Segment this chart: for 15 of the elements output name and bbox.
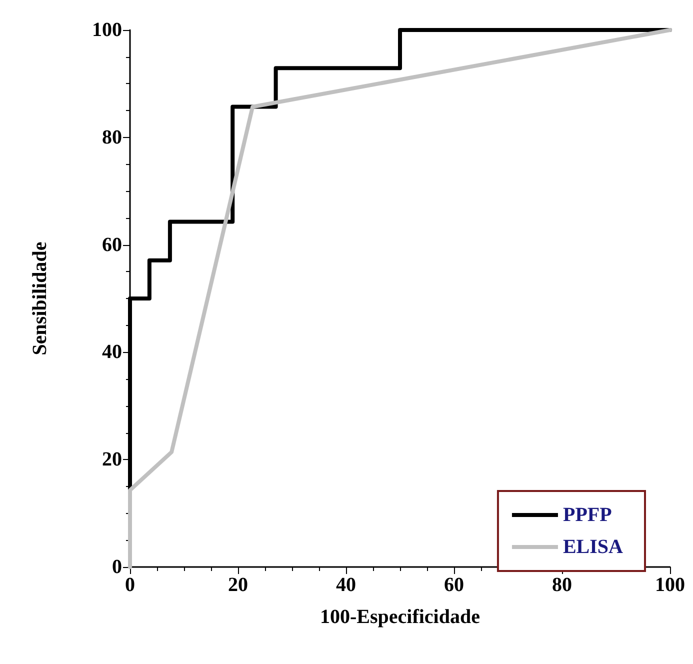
y-tick-label: 80 xyxy=(102,126,122,148)
y-tick-label: 60 xyxy=(102,234,122,256)
legend-label: PPFP xyxy=(562,504,612,526)
x-axis-title: 100-Especificidade xyxy=(320,606,480,628)
y-tick-label: 40 xyxy=(102,341,122,364)
x-tick-label: 20 xyxy=(228,574,248,596)
y-tick-label: 100 xyxy=(92,19,122,41)
x-tick-label: 60 xyxy=(444,574,464,596)
x-tick-label: 40 xyxy=(336,574,356,596)
x-tick-label: 100 xyxy=(655,574,685,596)
y-axis-title: Sensibilidade xyxy=(29,242,51,356)
y-tick-label: 0 xyxy=(112,556,122,578)
y-tick-label: 20 xyxy=(102,448,122,471)
legend-label: ELISA xyxy=(562,536,624,558)
x-tick-label: 80 xyxy=(552,574,572,596)
